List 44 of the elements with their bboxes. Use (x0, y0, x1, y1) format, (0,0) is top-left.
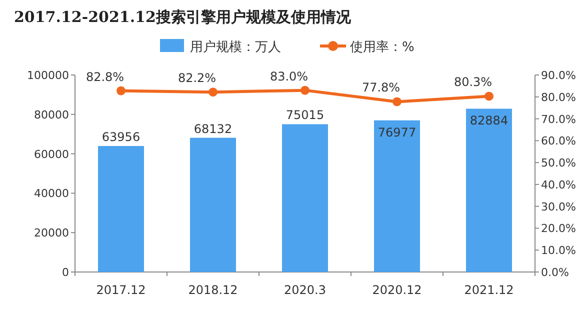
data-label: 75015 (286, 108, 324, 122)
x-tick-label: 2020.12 (372, 283, 422, 297)
data-label: 76977 (378, 125, 416, 140)
point (392, 97, 402, 106)
x-tick-label: 2018.12 (188, 283, 238, 297)
y-tick-label: 60000 (34, 148, 69, 161)
bar (374, 120, 420, 272)
y2-tick-label: 10.0% (541, 244, 576, 258)
data-label: 83.0% (270, 69, 308, 84)
y-tick-label: 80000 (34, 108, 69, 122)
y2-tick-label: 20.0% (541, 222, 576, 236)
y2-tick-label: 0.0% (541, 266, 569, 279)
data-label: 77.8% (362, 80, 400, 95)
data-label: 82.8% (86, 70, 124, 84)
bar (282, 124, 328, 272)
y-tick-label: 20000 (34, 226, 69, 240)
legend-label: 使用率：% (350, 39, 414, 55)
data-label: 82884 (470, 114, 508, 128)
data-label: 68132 (194, 122, 232, 136)
y2-tick-label: 90.0% (541, 69, 576, 82)
y2-tick-label: 70.0% (541, 112, 576, 126)
y-tick-label: 0 (62, 266, 69, 279)
x-tick-label: 2021.12 (464, 283, 514, 297)
chart-title: 2017.12-2021.12搜索引擎用户规模及使用情况 (14, 8, 352, 26)
point (300, 86, 310, 95)
y2-tick-label: 40.0% (541, 178, 576, 192)
point (484, 92, 494, 101)
y2-tick-label: 60.0% (541, 134, 576, 148)
y2-tick-label: 30.0% (541, 200, 576, 214)
y2-tick-label: 50.0% (541, 156, 576, 170)
legend-label: 用户规模：万人 (190, 40, 281, 55)
y-tick-label: 100000 (27, 69, 69, 82)
point (116, 86, 126, 96)
x-tick-label: 2020.3 (284, 283, 326, 297)
data-label: 63956 (102, 130, 140, 144)
x-tick-label: 2017.12 (96, 283, 146, 297)
y2-tick-label: 80.0% (541, 90, 576, 104)
bar (466, 108, 512, 272)
bar (190, 138, 236, 272)
point (208, 88, 218, 97)
bar (98, 146, 144, 272)
data-label: 82.2% (178, 71, 216, 86)
y-tick-label: 40000 (34, 187, 69, 200)
data-label: 80.3% (454, 75, 492, 90)
